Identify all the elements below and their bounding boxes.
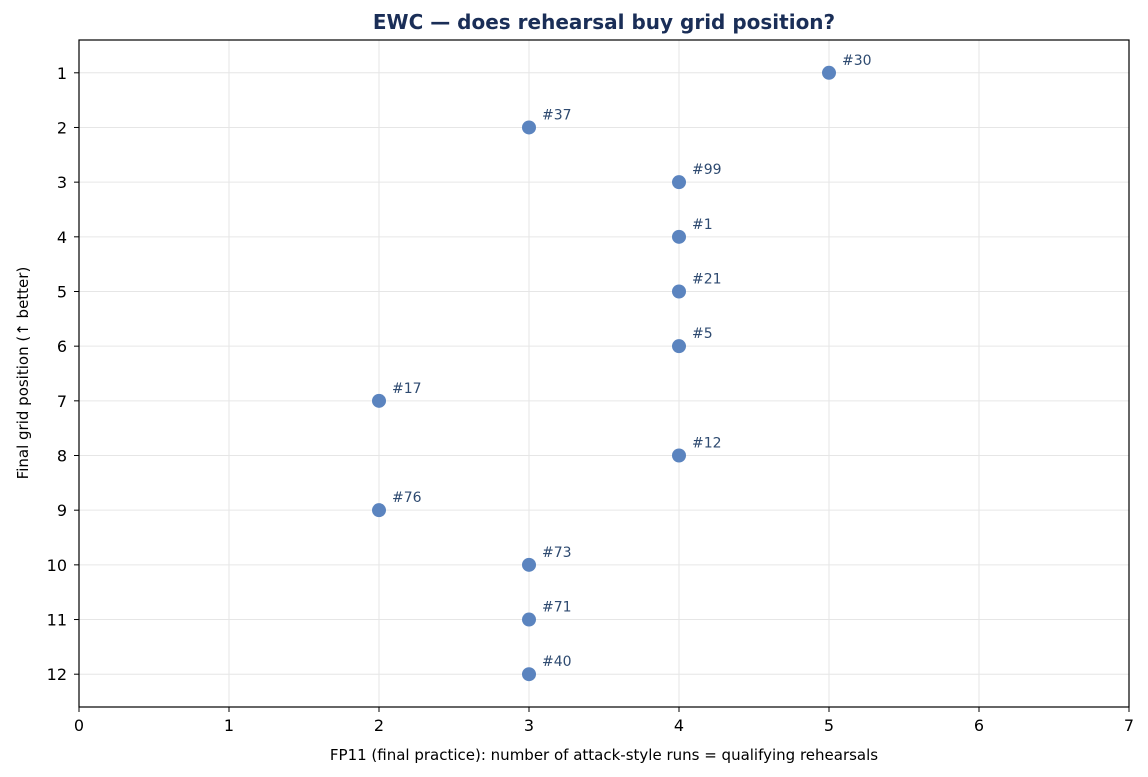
x-axis-label: FP11 (final practice): number of attack-…: [330, 746, 878, 764]
point-label: #73: [542, 545, 572, 561]
point-label: #30: [842, 53, 872, 69]
y-tick-label: 5: [57, 282, 67, 301]
y-tick-label: 12: [47, 665, 67, 684]
scatter-point: [672, 448, 686, 463]
scatter-point: [672, 175, 686, 190]
scatter-point: [822, 65, 836, 80]
point-label: #71: [542, 600, 572, 616]
x-tick-label: 5: [824, 716, 834, 735]
point-label: #99: [692, 162, 722, 178]
y-tick-label: 8: [57, 447, 67, 466]
scatter-point: [672, 229, 686, 244]
y-axis-label: Final grid position (↑ better): [14, 267, 32, 480]
x-tick-label: 4: [674, 716, 684, 735]
point-label: #1: [692, 217, 713, 233]
grid-lines: [78, 40, 1130, 707]
y-tick-label: 1: [57, 64, 67, 83]
y-tick-label: 3: [57, 173, 67, 192]
y-tick-label: 4: [57, 228, 67, 247]
x-tick-label: 3: [524, 716, 534, 735]
point-label: #5: [692, 326, 713, 342]
point-label: #37: [542, 107, 572, 123]
y-tick-label: 6: [57, 337, 67, 356]
x-tick-label: 2: [374, 716, 384, 735]
point-label: #40: [542, 654, 572, 670]
y-tick-label: 7: [57, 392, 67, 411]
scatter-point: [672, 284, 686, 299]
scatter-point: [522, 612, 536, 627]
x-tick-label: 6: [974, 716, 984, 735]
scatter-point: [372, 393, 386, 408]
scatter-point: [672, 339, 686, 354]
scatter-point: [522, 557, 536, 572]
point-label: #76: [392, 490, 422, 506]
data-points: #30 #37 #99 #1 #21 #5 #17 #12 #76 #73 #71 #40: [372, 53, 872, 682]
point-label: #12: [692, 436, 722, 452]
x-tick-label: 0: [74, 716, 84, 735]
scatter-point: [522, 120, 536, 135]
x-tick-label: 7: [1124, 716, 1134, 735]
x-tick-label: 1: [224, 716, 234, 735]
point-label: #17: [392, 381, 422, 397]
y-tick-label: 10: [47, 556, 67, 575]
plot-frame: [78, 39, 1130, 708]
y-tick-label: 2: [57, 118, 67, 137]
scatter-point: [522, 667, 536, 682]
y-tick-label: 11: [47, 611, 67, 630]
point-label: #21: [692, 271, 722, 287]
scatter-point: [372, 503, 386, 518]
chart-title: EWC — does rehearsal buy grid position?: [373, 10, 835, 34]
y-tick-label: 9: [57, 501, 67, 520]
